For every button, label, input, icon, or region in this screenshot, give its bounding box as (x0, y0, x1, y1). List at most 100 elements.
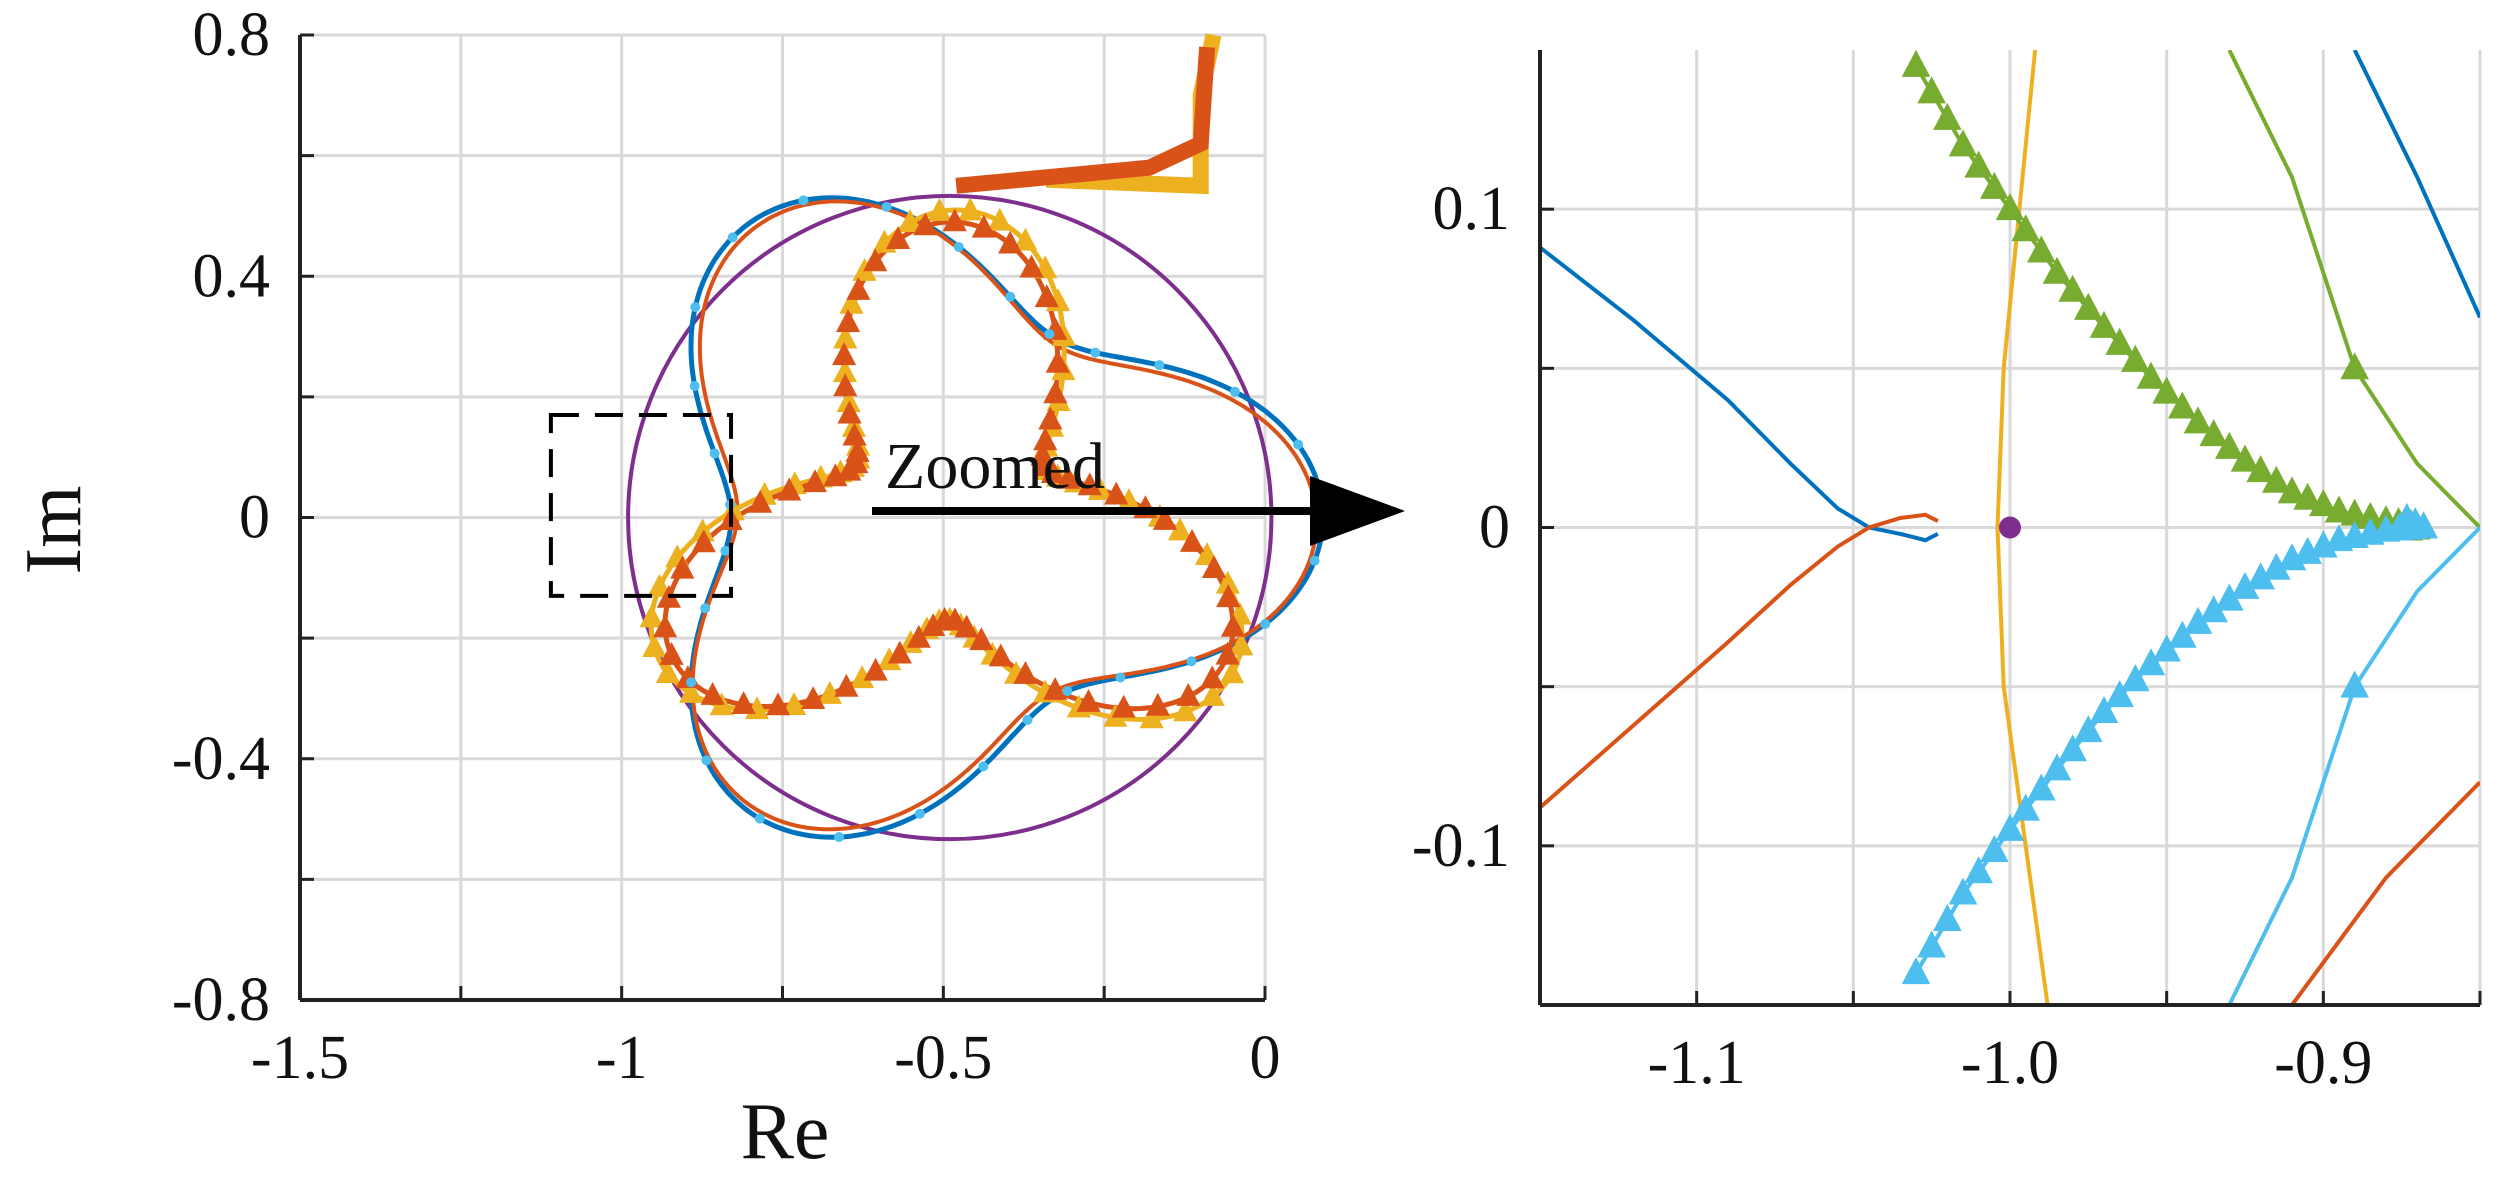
zoom-series-green-triangles-marker (2042, 256, 2072, 284)
zoom-series-green-triangles-marker (2277, 476, 2307, 504)
zoom-series-green-triangles-marker (2293, 482, 2322, 510)
zoom-plot-area (1540, 50, 2480, 1005)
orange-triangle-marker (1030, 442, 1055, 466)
orange-triangle-marker (1033, 427, 1058, 451)
main-axes (298, 33, 1267, 1002)
zoom-series-cyan-triangles-marker (2058, 734, 2087, 762)
orange-triangle-marker (1179, 528, 1205, 552)
cyan-dot-marker (720, 545, 731, 556)
orange-triangle-marker (1215, 641, 1240, 665)
orange-triangle-marker (1201, 555, 1227, 579)
yellow-triangle-marker (678, 680, 704, 703)
cyan-dot-marker (881, 201, 892, 212)
yellow-triangle-marker (897, 209, 923, 232)
orange-triangle-marker (1145, 692, 1170, 716)
zoom-label: Zoomed (885, 430, 1105, 503)
y-tick-label: 0.8 (193, 1, 271, 69)
zoom-series-cyan-triangles-marker (1964, 856, 1993, 884)
orange-triangle-marker (837, 457, 862, 481)
orange-triangle-marker (1111, 694, 1136, 718)
orange-triangle-marker (1152, 507, 1178, 530)
zoom-series-cyan-triangles-marker (2074, 715, 2103, 743)
orange-triangle-marker (942, 208, 967, 232)
critical-circle (626, 193, 1274, 842)
yellow-triangle-marker (877, 647, 902, 671)
orange-triangle-marker (921, 613, 946, 636)
zoom-series-cyan-line (2227, 526, 2480, 1005)
x-tick-label: -1 (596, 1024, 648, 1092)
zoom-series-green-triangles-marker (1980, 171, 2009, 199)
orange-triangle-marker (969, 627, 994, 651)
yellow-triangle-marker (1013, 227, 1038, 251)
orange-triangle-marker (971, 214, 996, 238)
y-tick-label: -0.8 (172, 966, 270, 1034)
x-tick-label: -0.9 (2274, 1029, 2372, 1097)
orange-triangle-marker (906, 624, 931, 648)
zoom-series-cyan-triangles-marker (2168, 620, 2197, 648)
orange-triangle-marker (1043, 380, 1068, 404)
x-tick-label: 0 (1250, 1024, 1281, 1092)
orange-triangle-marker (659, 641, 684, 665)
cyan-dot-marker (686, 677, 697, 688)
orange-triangle-marker (670, 555, 695, 579)
y-tick-label: -0.4 (172, 725, 270, 793)
zoom-series-blue-line (2352, 50, 2480, 319)
orange-triangle-marker (1077, 472, 1102, 496)
y-tick-label: 0 (1479, 494, 1510, 562)
zoom-series-orange-line (2290, 780, 2480, 1005)
orange-triangle-marker (1076, 688, 1101, 712)
yellow-triangle-marker (817, 681, 842, 704)
yellow-triangle-marker (647, 573, 672, 597)
zoom-series-green-triangles-marker (2183, 406, 2213, 434)
orange-triangle-marker (748, 489, 773, 513)
zoom-series-cyan-triangles-marker (1948, 877, 1978, 905)
yellow-triangle-marker (642, 634, 667, 658)
yellow-triangle-marker (1200, 683, 1225, 706)
zoom-series-green-line-marker (2340, 352, 2369, 380)
orange-triangle-marker (1200, 665, 1225, 689)
main-plot-area (548, 33, 1328, 843)
zoom-series-green-triangles-marker (2074, 292, 2103, 320)
zoom-series-cyan-triangles-marker (2136, 648, 2166, 676)
yellow-triangle-marker (987, 207, 1012, 231)
orange-triangle-marker (842, 422, 867, 446)
orange-triangle-marker (802, 469, 828, 493)
zoom-series-cyan-line-marker (2340, 670, 2369, 698)
orange-triangle-marker (833, 373, 858, 397)
zoom-series-cyan-triangles-marker (1901, 957, 1931, 985)
zoom-series-cyan-triangles-marker (1995, 813, 2025, 841)
zoom-series-green-triangles-marker (2168, 391, 2197, 419)
orange-triangle-marker (777, 477, 802, 501)
orange-triangle-marker (845, 438, 870, 462)
orange-triangle-marker (834, 673, 859, 697)
x-tick-label: -1.1 (1648, 1029, 1746, 1097)
cyan-dot-marker (978, 761, 989, 772)
cyan-dot-marker (1005, 291, 1016, 302)
yellow-triangle-marker (690, 518, 715, 542)
orange-triangle-marker (1176, 682, 1201, 706)
zoom-series-green-triangles-marker (2027, 235, 2056, 263)
zoom-series-cyan-triangles-marker (2392, 502, 2422, 530)
zoom-series-cyan-triangles-marker (2027, 773, 2056, 801)
zoom-series-green-triangles-marker (1948, 129, 1978, 157)
orange-triangle-marker (652, 614, 678, 638)
cyan-dot-marker (754, 813, 765, 824)
y-tick-label: -0.1 (1412, 812, 1510, 880)
yellow-triangle-marker (833, 325, 858, 349)
orange-triangle-marker (1034, 284, 1059, 308)
zoom-series-cyan-triangles-marker (2089, 696, 2119, 724)
zoom-series-green-triangles-marker (2011, 214, 2040, 242)
yellow-triangle-marker (1219, 660, 1245, 684)
zoom-series-cyan-triangles-marker (2215, 583, 2244, 611)
orange-triangle-marker (1013, 661, 1038, 684)
zoom-arrow (872, 476, 1405, 546)
orange-triangle-marker (1019, 254, 1044, 278)
orange-triangle-marker (998, 230, 1023, 254)
orange-triangle-marker (863, 657, 888, 681)
orange-triangle-marker (913, 212, 938, 236)
orange-triangle-marker (831, 342, 857, 366)
zoom-series-green-triangles-marker (2089, 310, 2119, 338)
zoom-series-yellow (1995, 50, 2050, 1005)
orange-triangle-marker (846, 276, 871, 300)
yellow-triangle-marker (849, 665, 875, 689)
